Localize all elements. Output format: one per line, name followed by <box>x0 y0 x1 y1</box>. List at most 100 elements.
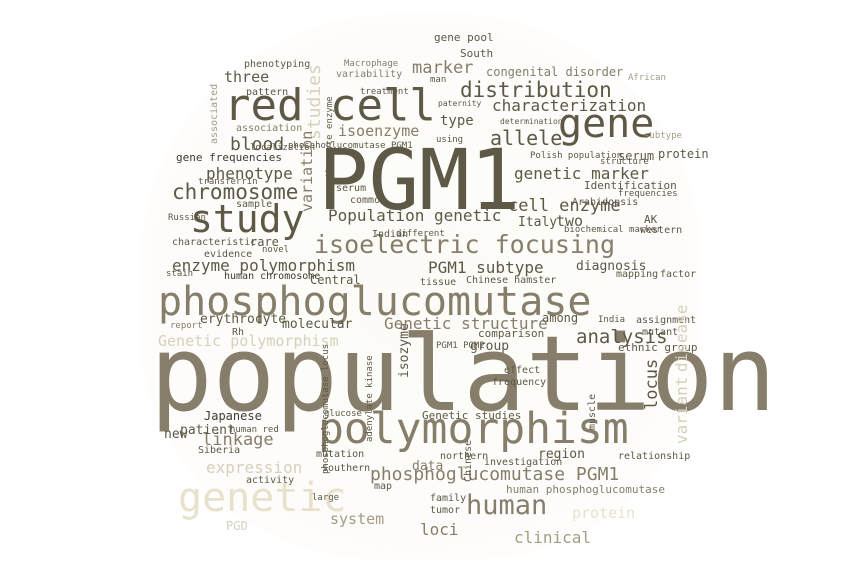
cloud-word: human <box>466 490 548 521</box>
cloud-word: rare <box>250 235 279 249</box>
cloud-word: erythrocyte enzyme <box>325 96 335 194</box>
cloud-word: phosphoglucomutase PGM1 <box>370 464 620 485</box>
cloud-word: common <box>350 195 387 206</box>
cloud-word: Genetic studies <box>422 409 522 422</box>
cloud-word: Genetic polymorphism <box>158 332 339 350</box>
cloud-word: PGM1 <box>318 131 521 229</box>
cloud-word: characterization <box>492 96 647 115</box>
cloud-word: African <box>628 73 666 83</box>
cloud-word: relationship <box>618 451 691 462</box>
cloud-word: three <box>224 68 270 86</box>
cloud-word: marker <box>412 58 474 78</box>
cloud-word: association <box>236 123 303 134</box>
cloud-word: Russian <box>168 213 206 223</box>
cloud-word: frequency <box>492 377 547 388</box>
cloud-word: biochemical marker <box>564 225 662 235</box>
cloud-word: paternity <box>438 99 482 108</box>
cloud-word: phenotype <box>206 164 293 183</box>
cloud-word: serum <box>336 183 367 194</box>
cloud-word: Identification <box>584 179 677 192</box>
cloud-word: type <box>440 113 474 129</box>
cloud-word: cell enzyme <box>508 196 621 216</box>
cloud-word: red cell <box>224 80 436 131</box>
cloud-word: characteristic <box>172 237 257 248</box>
cloud-word: gene frequencies <box>176 151 282 164</box>
cloud-word: mutant <box>642 327 679 338</box>
cloud-word: PGM1 subtype <box>428 258 544 277</box>
cloud-word: localization <box>250 143 316 153</box>
cloud-word: large <box>312 493 340 503</box>
cloud-word: isozyme <box>397 323 412 378</box>
cloud-word: Arabidopsis <box>572 197 639 208</box>
cloud-word: evidence <box>204 249 253 260</box>
cloud-word: investigation <box>484 457 563 468</box>
cloud-word: glucose <box>324 409 362 419</box>
cloud-word: using <box>436 135 464 145</box>
cloud-word: variation <box>298 130 316 212</box>
cloud-word: muscle <box>587 393 598 430</box>
cloud-word: PGD <box>226 519 248 533</box>
cloud-word: phosphoglucomutase <box>158 279 592 325</box>
cloud-word: human phosphoglucomutase <box>506 483 665 496</box>
cloud-word: Chinese hamster <box>466 275 557 286</box>
cloud-word: Macrophage <box>344 59 399 69</box>
cloud-word: tissue <box>420 277 457 288</box>
cloud-word: analysis <box>576 326 668 348</box>
cloud-word: locus <box>642 358 662 410</box>
cloud-word: structure <box>600 157 649 167</box>
cloud-word: Genetic structure <box>384 314 548 333</box>
cloud-word: Siberia <box>198 445 241 456</box>
cloud-word: Population genetic <box>328 206 502 225</box>
cloud-word: western <box>640 225 683 236</box>
cloud-word: Central <box>310 273 361 287</box>
cloud-word: assignment <box>636 315 697 326</box>
cloud-word: ethnic group <box>618 341 698 354</box>
cloud-word: blood <box>230 134 285 155</box>
cloud-word: studies <box>304 64 325 140</box>
cloud-word: Polish population <box>530 151 623 161</box>
cloud-word: genetic <box>178 475 347 521</box>
cloud-word: protein <box>658 147 709 161</box>
cloud-word: variability <box>336 69 403 80</box>
cloud-word: different <box>396 229 445 239</box>
cloud-word: phenotyping <box>244 59 311 70</box>
cloud-word: report <box>170 321 203 331</box>
cloud-word: chromosome <box>172 180 299 204</box>
cloud-word: PGM1 PGM2 <box>436 341 485 351</box>
cloud-word: polymorphism <box>318 404 629 454</box>
cloud-word: tumor <box>430 505 461 516</box>
cloud-word: Japanese <box>204 409 262 423</box>
cloud-word: mutation <box>316 449 365 460</box>
cloud-word: two <box>556 212 584 230</box>
cloud-word: system <box>330 510 385 528</box>
cloud-word: activity <box>246 475 295 486</box>
cloud-word: map <box>374 481 393 492</box>
cloud-word: southern <box>322 463 371 474</box>
cloud-word: Italy <box>518 215 558 230</box>
cloud-word: patient <box>180 423 235 438</box>
cloud-word: northern <box>440 451 489 462</box>
cloud-word: gene <box>558 101 655 147</box>
cloud-word: phosphoglucomutase locus <box>321 343 331 474</box>
cloud-word: new <box>164 427 188 442</box>
cloud-word: determination <box>500 117 563 126</box>
cloud-word: diagnosis <box>576 259 647 274</box>
cloud-word: study <box>190 197 305 241</box>
cloud-word: treatment <box>360 87 409 97</box>
cloud-word: sample <box>236 199 273 210</box>
cloud-word: Rh <box>232 327 245 338</box>
cloud-word: protein <box>572 504 636 522</box>
cloud-background <box>140 14 700 559</box>
cloud-word: associated <box>209 83 220 144</box>
cloud-word: frequencies <box>618 189 678 199</box>
cloud-word: expression <box>206 458 303 477</box>
cloud-word: adenylate kinase <box>365 355 375 442</box>
cloud-word: gene pool <box>434 31 494 44</box>
cloud-word: pattern <box>246 87 289 98</box>
cloud-word: isoenzyme <box>338 122 420 140</box>
cloud-word: group <box>470 339 510 354</box>
cloud-word: human chromosome <box>224 271 321 282</box>
cloud-word: disease <box>672 304 691 372</box>
cloud-word: Indian <box>372 229 409 240</box>
